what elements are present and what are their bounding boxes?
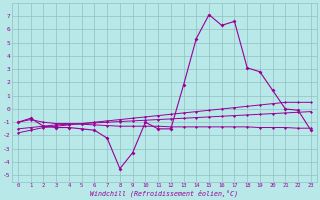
X-axis label: Windchill (Refroidissement éolien,°C): Windchill (Refroidissement éolien,°C) [91, 190, 238, 197]
